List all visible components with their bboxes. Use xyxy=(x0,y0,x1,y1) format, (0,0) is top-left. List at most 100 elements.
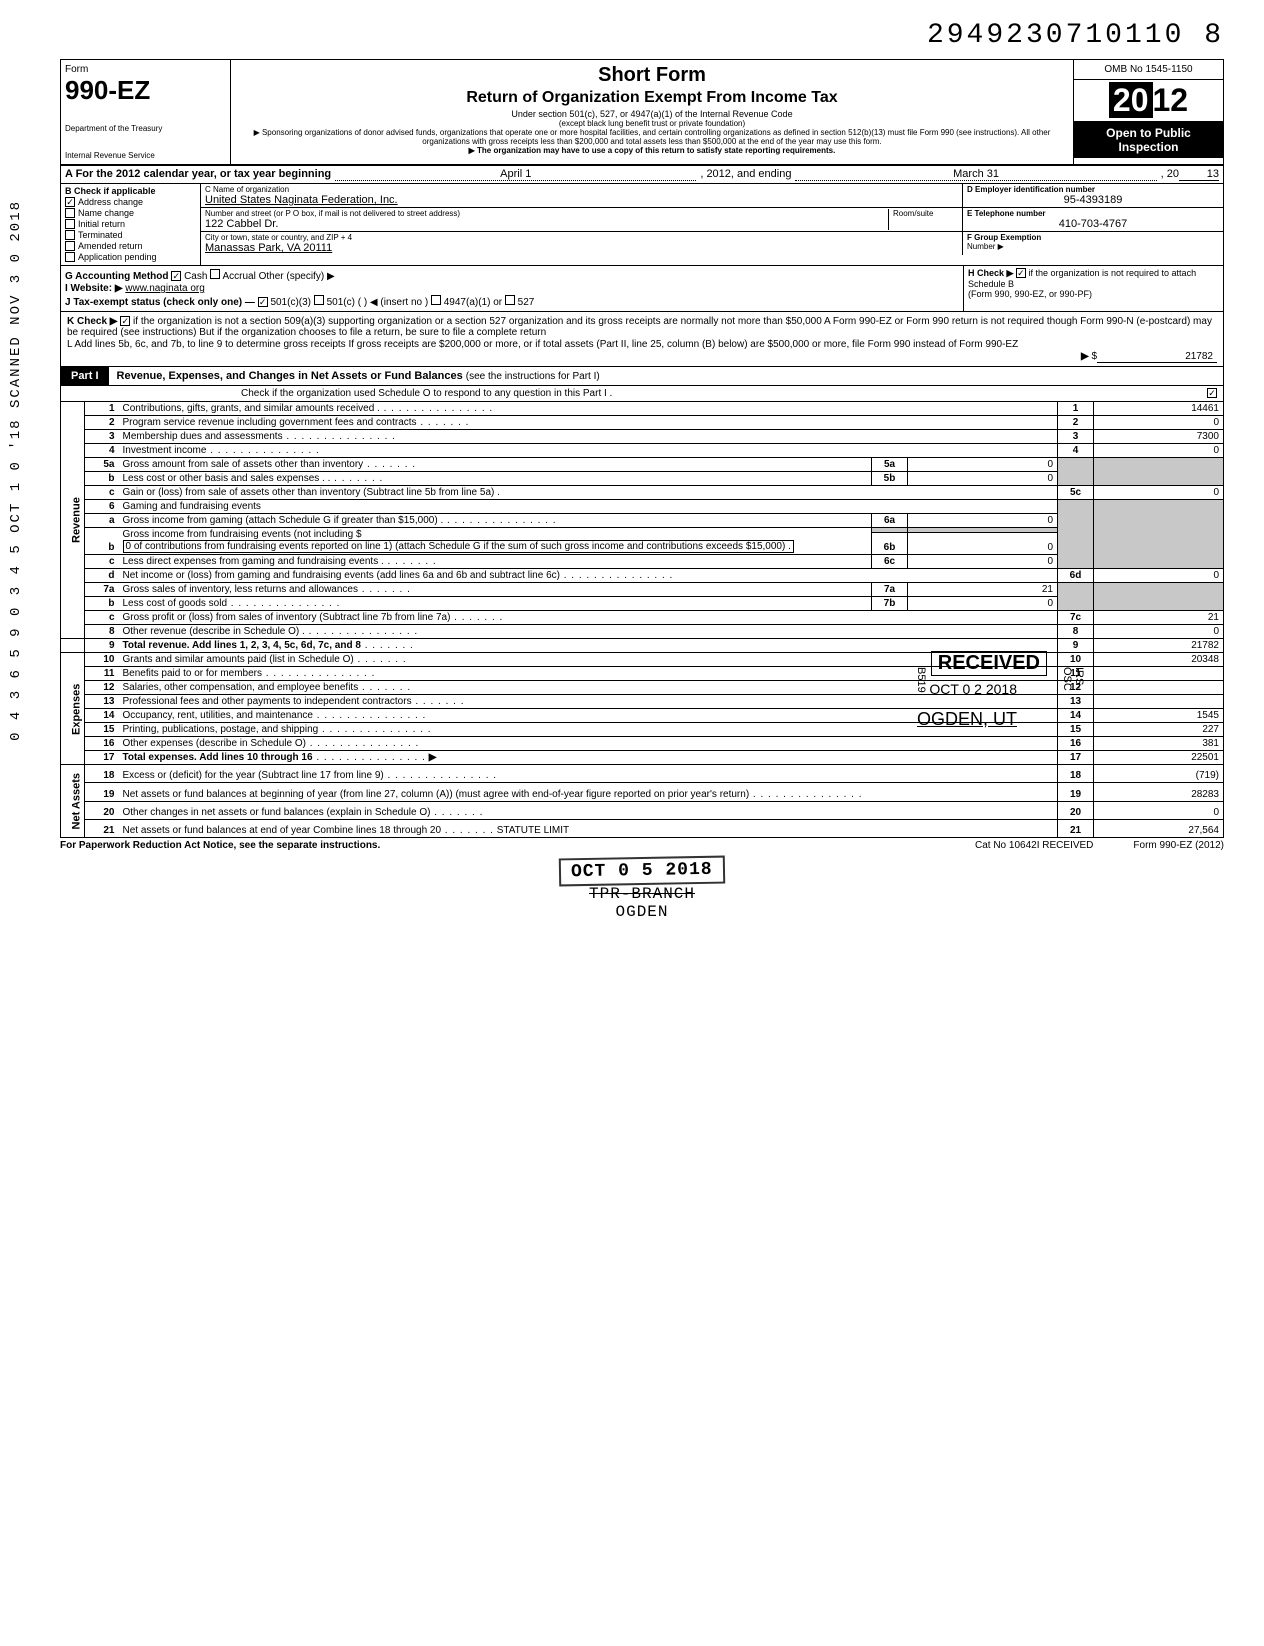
cell-c-name: C Name of organization United States Nag… xyxy=(201,184,963,207)
part-1-label: Part I xyxy=(61,367,109,385)
form-header: Form 990-EZ Department of the Treasury I… xyxy=(60,59,1224,166)
row-a-end: March 31 xyxy=(795,168,1156,181)
val-3: 7300 xyxy=(1094,430,1224,444)
form-desc-3: ▶ Sponsoring organizations of donor advi… xyxy=(239,128,1065,146)
chk-h[interactable]: ✓ xyxy=(1016,268,1026,278)
part-1-header: Part I Revenue, Expenses, and Changes in… xyxy=(60,367,1224,386)
stamp-irs-osc: IRS-OSC xyxy=(1061,667,1085,691)
form-header-right: OMB No 1545-1150 2012 Open to Public Ins… xyxy=(1073,60,1223,164)
form-desc-1: Under section 501(c), 527, or 4947(a)(1)… xyxy=(239,109,1065,119)
cell-e-phone: E Telephone number 410-703-4767 xyxy=(963,208,1223,231)
val-7c: 21 xyxy=(1094,611,1224,625)
cell-h: H Check ▶ ✓ if the organization is not r… xyxy=(963,266,1223,311)
val-7a: 21 xyxy=(908,583,1058,597)
val-2: 0 xyxy=(1094,416,1224,430)
form-number-prefix: Form xyxy=(65,64,226,75)
document-id-stamp: 2949230710110 8 xyxy=(60,20,1224,51)
val-14: 1545 xyxy=(1094,709,1224,723)
footer-mid: Cat No 10642I RECEIVED xyxy=(975,840,1093,851)
val-16: 381 xyxy=(1094,737,1224,751)
chk-k[interactable]: ✓ xyxy=(120,316,130,326)
val-6c: 0 xyxy=(908,555,1058,569)
chk-accrual[interactable] xyxy=(210,269,220,279)
open-public-label: Open to Public Inspection xyxy=(1074,122,1223,158)
chk-initial-return[interactable] xyxy=(65,219,75,229)
column-cde: C Name of organization United States Nag… xyxy=(201,184,1223,265)
line-i: I Website: ▶ www.naginata org xyxy=(65,283,959,294)
sidebar-revenue: Revenue xyxy=(61,402,85,639)
chk-amended[interactable] xyxy=(65,241,75,251)
val-4: 0 xyxy=(1094,444,1224,458)
val-11 xyxy=(1094,667,1224,681)
dept-irs: Internal Revenue Service xyxy=(65,151,226,160)
val-20: 0 xyxy=(1094,801,1224,819)
chk-cash[interactable]: ✓ xyxy=(171,271,181,281)
val-6a: 0 xyxy=(908,514,1058,528)
val-5b: 0 xyxy=(908,472,1058,486)
cell-city: City or town, state or country, and ZIP … xyxy=(201,232,963,255)
dept-treasury: Department of the Treasury xyxy=(65,124,226,133)
column-b-checkboxes: B Check if applicable ✓Address change Na… xyxy=(61,184,201,265)
part-1-sub: (see the instructions for Part I) xyxy=(466,371,600,382)
chk-501c3[interactable]: ✓ xyxy=(258,297,268,307)
section-bcdef: B Check if applicable ✓Address change Na… xyxy=(60,184,1224,266)
stamp-date2: OCT 0 5 2018 xyxy=(559,856,725,887)
bottom-stamps: OCT 0 5 2018 TPR-BRANCH OGDEN xyxy=(60,857,1224,921)
footer: For Paperwork Reduction Act Notice, see … xyxy=(60,838,1224,851)
row-a-tax-year: A For the 2012 calendar year, or tax yea… xyxy=(60,166,1224,184)
val-18: (719) xyxy=(1094,765,1224,783)
val-12 xyxy=(1094,681,1224,695)
chk-address-change[interactable]: ✓ xyxy=(65,197,75,207)
val-15: 227 xyxy=(1094,723,1224,737)
form-subtitle: Return of Organization Exempt From Incom… xyxy=(239,89,1065,107)
part-1-table: Revenue 1Contributions, gifts, grants, a… xyxy=(60,401,1224,838)
val-13 xyxy=(1094,695,1224,709)
row-a-label: A For the 2012 calendar year, or tax yea… xyxy=(65,168,331,180)
chk-4947[interactable] xyxy=(431,295,441,305)
chk-name-change[interactable] xyxy=(65,208,75,218)
stamp-ogden: OGDEN, UT xyxy=(917,709,1017,730)
form-desc-4: ▶ The organization may have to use a cop… xyxy=(239,146,1065,155)
sidebar-netassets: Net Assets xyxy=(61,765,85,838)
val-9: 21782 xyxy=(1094,639,1224,653)
col-b-header: B Check if applicable xyxy=(65,186,156,196)
omb-number: OMB No 1545-1150 xyxy=(1074,60,1223,80)
val-21: 27,564 xyxy=(1094,820,1224,838)
footer-left: For Paperwork Reduction Act Notice, see … xyxy=(60,840,380,851)
line-k: K Check ▶ ✓ if the organization is not a… xyxy=(67,316,1217,338)
val-10: 20348 xyxy=(1094,653,1224,667)
row-a-yr: 13 xyxy=(1179,168,1219,181)
chk-501c[interactable] xyxy=(314,295,324,305)
cell-address: Number and street (or P O box, if mail i… xyxy=(201,208,963,231)
year-suffix: 12 xyxy=(1153,82,1189,118)
cell-d-ein: D Employer identification number 95-4393… xyxy=(963,184,1223,207)
form-title: Short Form xyxy=(239,64,1065,87)
year-prefix: 20 xyxy=(1109,82,1153,118)
stamp-branch: TPR-BRANCH xyxy=(589,885,695,903)
row-a-begin: April 1 xyxy=(335,168,696,181)
form-desc-2: (except black lung benefit trust or priv… xyxy=(239,119,1065,128)
row-a-yr-label: , 20 xyxy=(1161,168,1179,180)
vertical-stamp-text: 0 4 3 6 5 9 0 3 4 5 OCT 1 0 '18 SCANNED … xyxy=(8,200,24,741)
chk-527[interactable] xyxy=(505,295,515,305)
val-8: 0 xyxy=(1094,625,1224,639)
val-7b: 0 xyxy=(908,597,1058,611)
line-l: L Add lines 5b, 6c, and 7b, to line 9 to… xyxy=(67,339,1217,350)
cell-f-group: F Group Exemption Number ▶ xyxy=(963,232,1223,255)
val-1: 14461 xyxy=(1094,402,1224,416)
section-kl: K Check ▶ ✓ if the organization is not a… xyxy=(60,312,1224,367)
part-1-title: Revenue, Expenses, and Changes in Net As… xyxy=(117,370,463,382)
val-6d: 0 xyxy=(1094,569,1224,583)
form-header-center: Short Form Return of Organization Exempt… xyxy=(231,60,1073,164)
chk-pending[interactable] xyxy=(65,252,75,262)
line-j: J Tax-exempt status (check only one) — ✓… xyxy=(65,295,959,308)
val-17: 22501 xyxy=(1094,751,1224,765)
val-5c: 0 xyxy=(1094,486,1224,500)
form-header-left: Form 990-EZ Department of the Treasury I… xyxy=(61,60,231,164)
line-l-amount: 21782 xyxy=(1097,351,1217,363)
chk-terminated[interactable] xyxy=(65,230,75,240)
line-g: G Accounting Method ✓ Cash Accrual Other… xyxy=(65,269,959,282)
chk-schedule-o[interactable]: ✓ xyxy=(1207,388,1217,398)
sidebar-expenses: Expenses xyxy=(61,653,85,765)
val-6b: 0 xyxy=(908,532,1058,554)
